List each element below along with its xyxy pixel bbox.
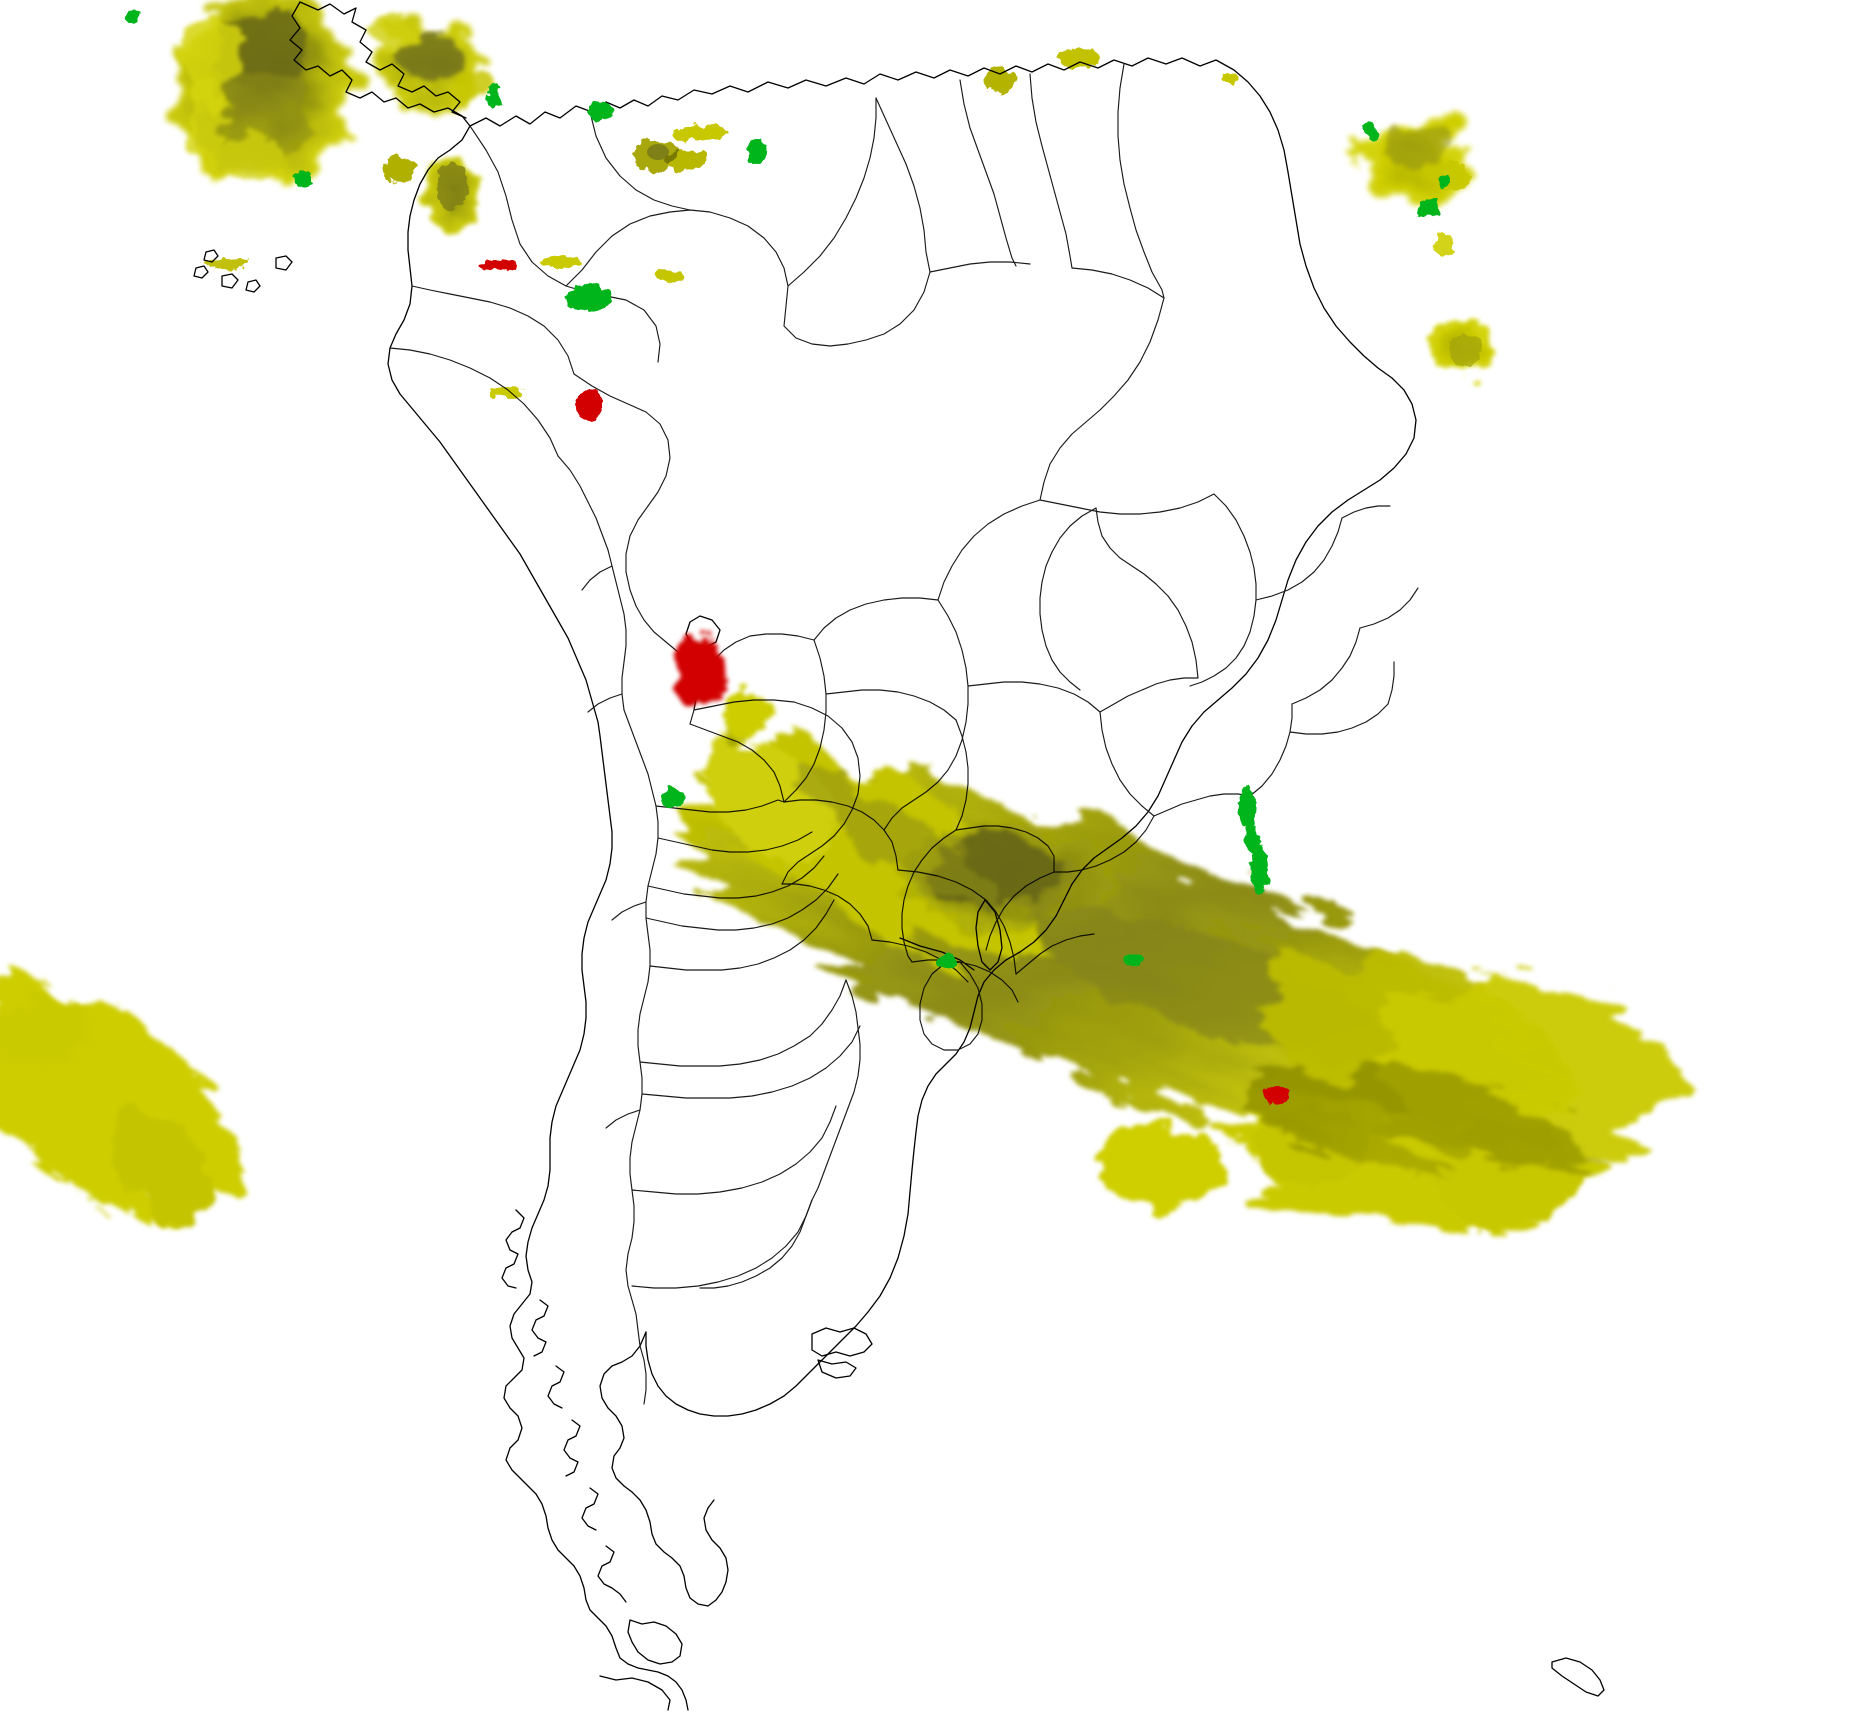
green-uruguay [938, 955, 958, 969]
green-atlantic-south [1126, 954, 1142, 966]
red-bolivia-altiplano [677, 632, 723, 704]
plume-amazon-strip-1 [541, 256, 581, 268]
plume-antilles-1 [985, 67, 1015, 93]
plume-bolivia-edge [722, 684, 766, 744]
plume-atlantic-far-east [1430, 317, 1490, 373]
green-atlantic-ne-2 [1436, 176, 1450, 188]
plume-venezuela-2 [674, 124, 726, 142]
plume-peru-strip [490, 386, 524, 398]
green-colombia-coast [487, 84, 501, 110]
red-south-atlantic [1264, 1085, 1290, 1103]
plume-se-atlantic [1098, 1068, 1584, 1232]
green-northern-chile [661, 789, 683, 807]
green-venezuela [587, 103, 613, 121]
plume-antilles-2 [1056, 48, 1100, 68]
plume-venezuela-1 [633, 139, 677, 171]
plume-caribbean-strip [204, 258, 248, 268]
plume-caribbean-nw [176, 0, 360, 184]
green-guyana-border [747, 140, 767, 164]
red-peru-amazon [575, 390, 605, 420]
green-ecuador-peru [566, 285, 612, 311]
red-markers-layer [480, 259, 1290, 1103]
green-atlantic-ne-1 [1363, 122, 1379, 138]
plume-south-pacific [0, 984, 233, 1228]
plume-panama-colombia [372, 18, 488, 110]
green-caribbean-mid [294, 173, 312, 187]
green-markers-layer [124, 10, 1450, 969]
plume-colombia-interior [424, 152, 480, 232]
plume-colombia-small [385, 156, 415, 184]
green-caribbean-west [124, 10, 142, 24]
plume-venezuela-3 [666, 149, 706, 171]
green-atlantic-strip-low [1249, 844, 1269, 892]
green-atlantic-ne-3 [1418, 198, 1440, 218]
plume-antilles-3 [1223, 71, 1241, 85]
plume-atlantic-ne [1366, 116, 1470, 257]
green-atlantic-strip-up [1237, 786, 1257, 830]
plume-amazon-strip-2 [656, 270, 684, 282]
green-atlantic-strip-mid [1245, 828, 1259, 852]
red-ecuador [480, 259, 516, 271]
